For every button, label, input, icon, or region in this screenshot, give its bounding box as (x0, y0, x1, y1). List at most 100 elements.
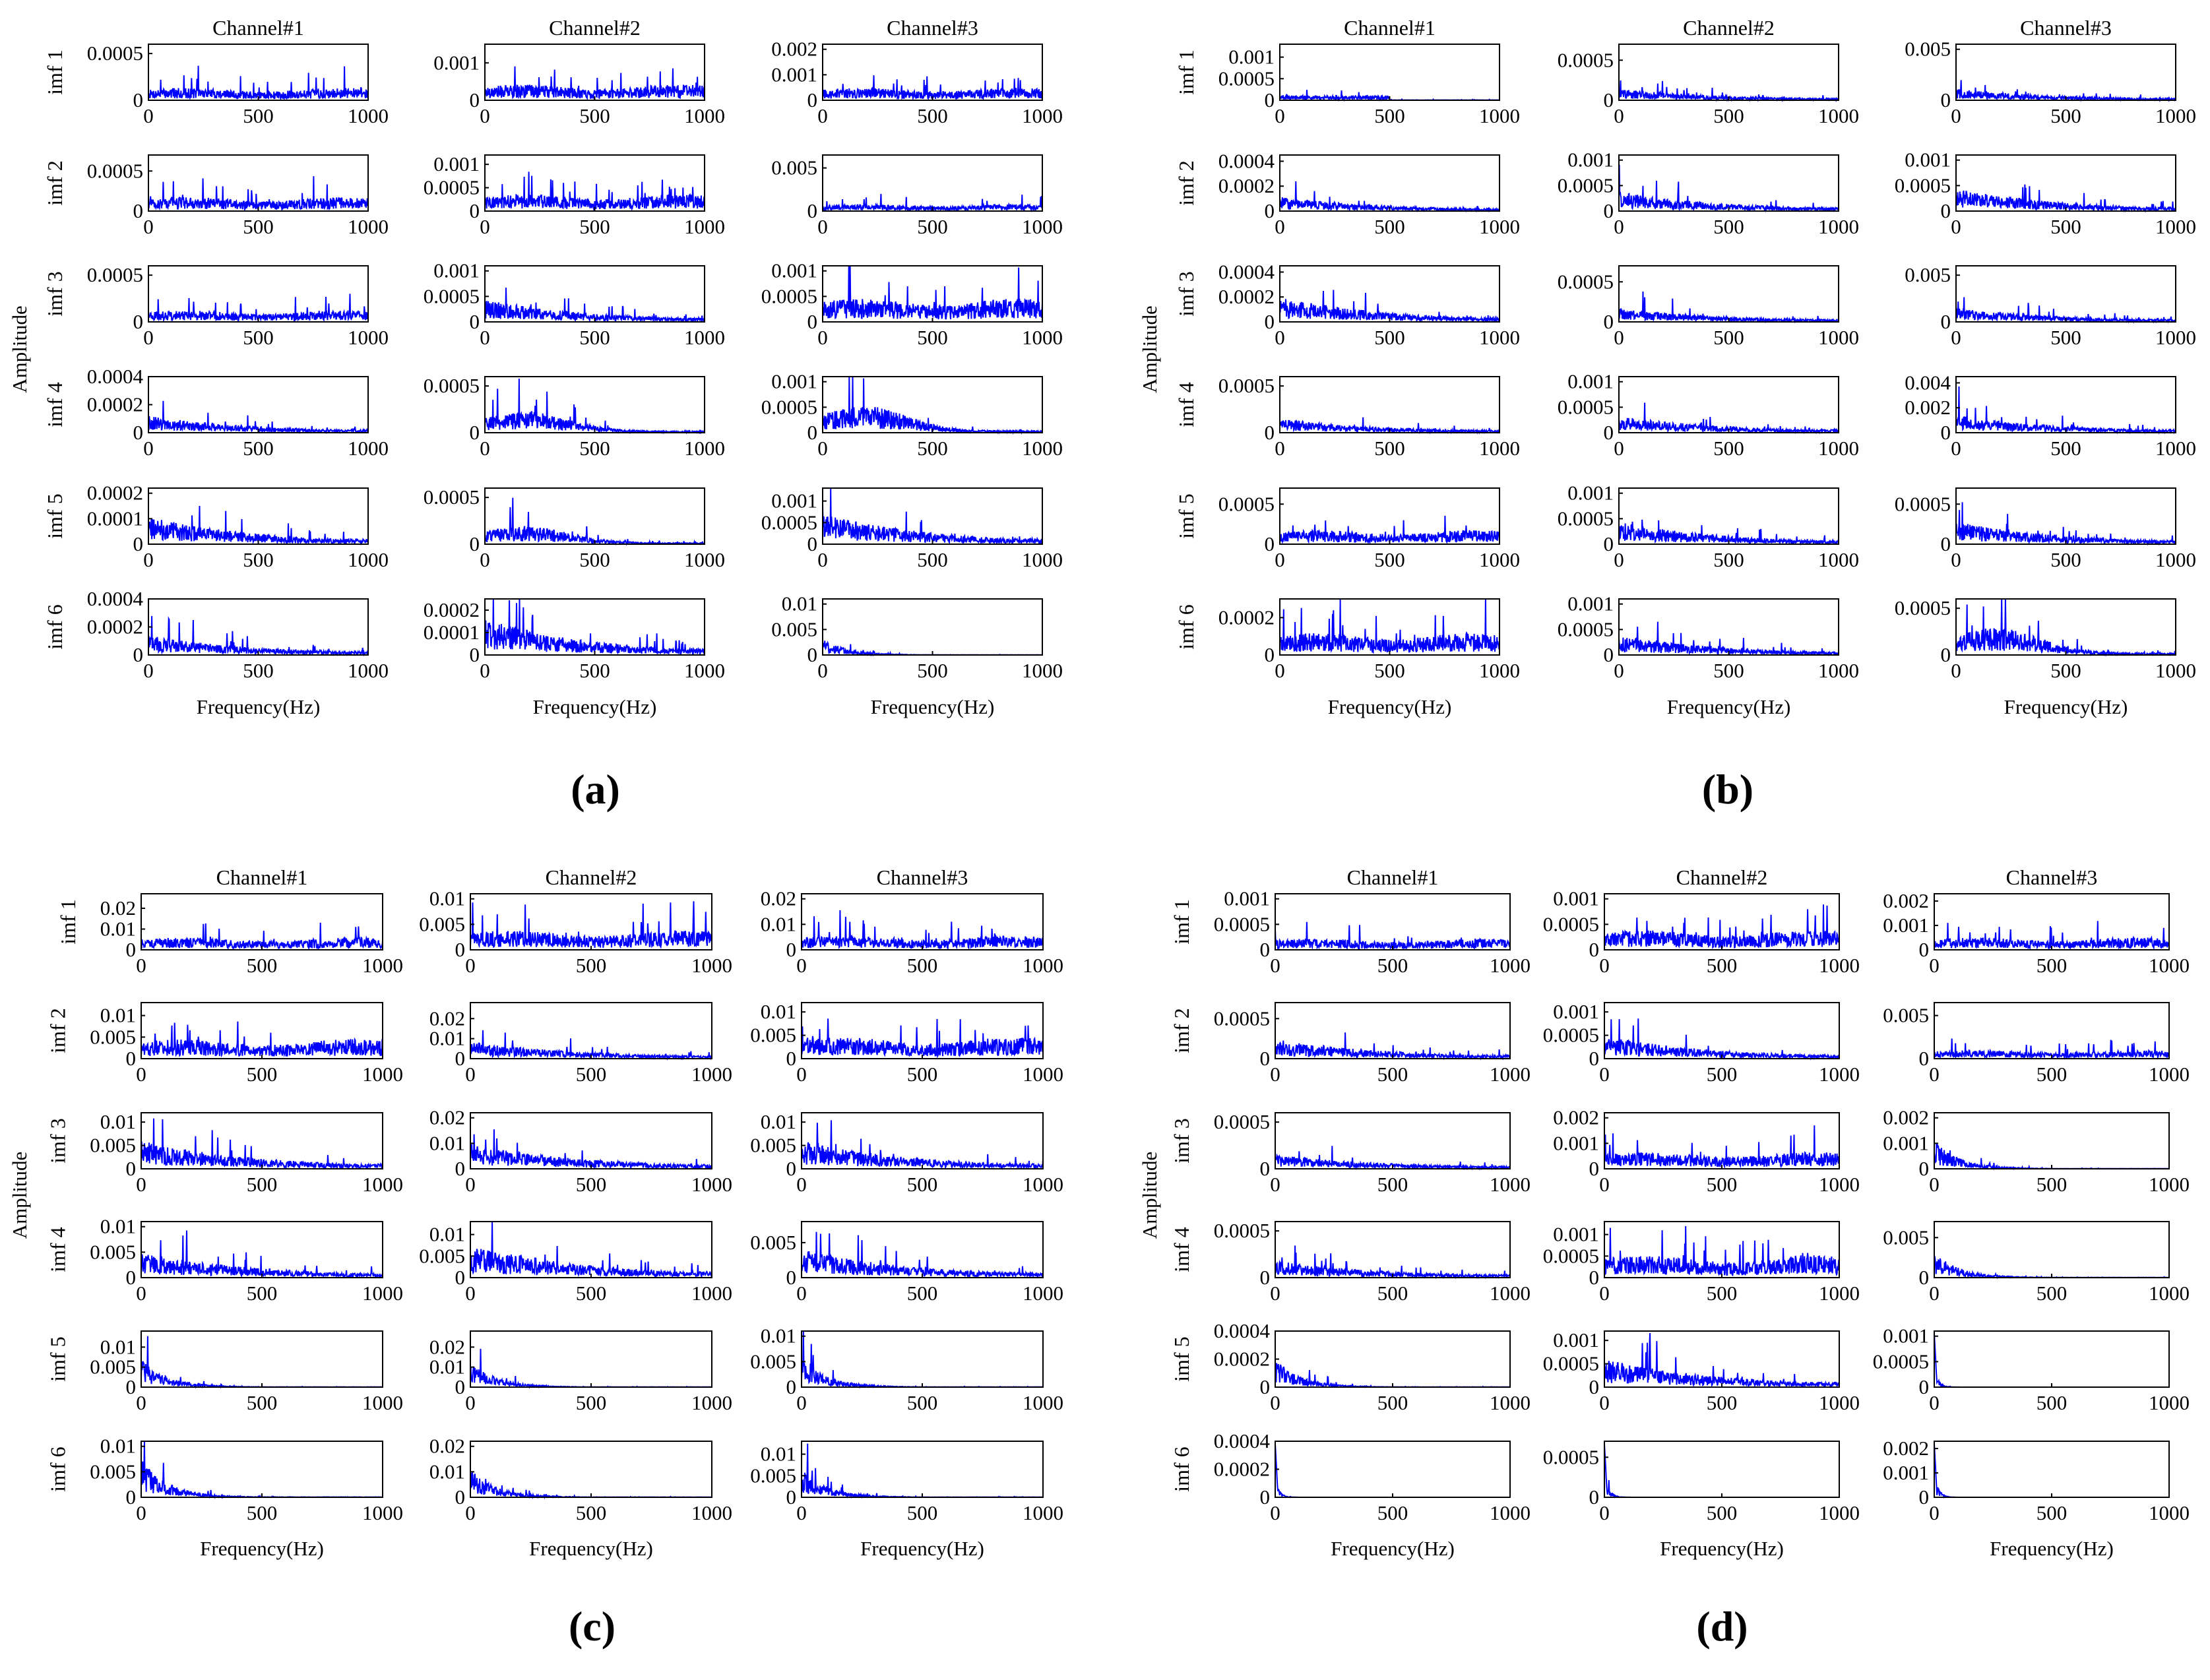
imf-row-label: imf 3 (43, 271, 67, 316)
y-tick-label: 0.01 (100, 1110, 136, 1133)
y-tick-label: 0.01 (100, 1335, 136, 1358)
y-tick-label: 0.001 (1553, 887, 1599, 910)
y-tick-label: 0 (126, 1157, 137, 1180)
spectrum-trace (148, 294, 369, 323)
x-tick-label: 0 (817, 437, 828, 460)
y-tick-label: 0.0005 (1558, 617, 1614, 640)
imf-row-label: imf 6 (46, 1447, 70, 1491)
x-tick-label: 0 (1614, 215, 1624, 238)
x-tick-label: 1000 (2155, 437, 2196, 460)
x-tick-label: 500 (1707, 1282, 1738, 1305)
y-tick-label: 0 (1604, 421, 1614, 444)
y-tick-label: 0.0004 (87, 587, 144, 610)
x-tick-label: 0 (143, 548, 154, 571)
x-axis-label: Frequency(Hz) (1331, 1537, 1455, 1560)
y-tick-label: 0.01 (761, 1110, 796, 1133)
x-tick-label: 500 (576, 1173, 607, 1196)
x-tick-label: 500 (907, 1501, 938, 1524)
y-tick-label: 0 (1604, 532, 1614, 555)
subplot: 0 500 1000 0 0.0005 (424, 374, 725, 460)
spectrum-trace (470, 1030, 712, 1061)
y-tick-label: 0 (133, 643, 144, 666)
y-tick-label: 0.0005 (424, 485, 480, 509)
subplot: 0 500 1000 0 0.0005 (1543, 1441, 1860, 1524)
y-tick-label: 0.005 (1905, 263, 1951, 286)
y-tick-label: 0 (1919, 938, 1930, 961)
spectrum-trace (148, 615, 369, 657)
x-tick-label: 0 (1951, 104, 1961, 127)
y-tick-label: 0.001 (1228, 46, 1275, 69)
y-tick-label: 0.001 (1883, 914, 1929, 937)
panel-label: (a) (571, 766, 620, 813)
x-tick-label: 1000 (1490, 954, 1531, 977)
y-tick-label: 0 (470, 310, 480, 333)
y-tick-label: 0 (470, 199, 480, 222)
x-tick-label: 0 (136, 1501, 146, 1524)
y-tick-label: 0.01 (429, 1355, 465, 1379)
y-tick-label: 0.005 (419, 912, 465, 935)
x-tick-label: 0 (1275, 326, 1285, 349)
x-tick-label: 1000 (348, 215, 389, 238)
x-tick-label: 1000 (362, 1282, 403, 1305)
y-tick-label: 0 (807, 643, 818, 666)
y-tick-label: 0.0002 (1218, 606, 1275, 629)
spectrum-trace (1279, 417, 1500, 435)
x-tick-label: 0 (1270, 1063, 1280, 1086)
x-axis-label: Frequency(Hz) (200, 1537, 324, 1560)
x-tick-label: 500 (576, 1501, 607, 1524)
y-tick-label: 0.005 (750, 1024, 796, 1047)
imf-row-label: imf 1 (43, 49, 67, 94)
y-tick-label: 0.001 (433, 152, 480, 175)
y-tick-label: 0 (786, 1266, 797, 1289)
y-tick-label: 0.001 (1567, 482, 1614, 505)
y-tick-label: 0.01 (429, 887, 465, 910)
spectrum-trace (1279, 599, 1500, 654)
channel-title: Channel#2 (1683, 16, 1775, 40)
channel-title: Channel#1 (212, 16, 304, 40)
x-tick-label: 0 (465, 1063, 476, 1086)
spectrum-trace (470, 901, 712, 949)
imf-row-label: imf 3 (46, 1118, 70, 1163)
y-tick-label: 0.0005 (87, 42, 143, 65)
channel-title: Channel#2 (549, 16, 641, 40)
y-tick-label: 0.0005 (1214, 912, 1270, 935)
x-tick-label: 1000 (1818, 659, 1859, 682)
x-tick-label: 0 (796, 1173, 807, 1196)
x-tick-label: 0 (1614, 659, 1624, 682)
x-tick-label: 0 (1275, 548, 1285, 571)
x-tick-label: 500 (1707, 1501, 1738, 1524)
imf-row-label: imf 4 (1170, 1227, 1193, 1272)
y-tick-label: 0 (807, 421, 818, 444)
subplot: 0 500 1000 0 0.0005 (424, 485, 725, 571)
y-tick-label: 0.0005 (1218, 492, 1275, 515)
subplot: 0 500 1000 0 0.005 (1905, 38, 2196, 127)
x-tick-label: 0 (1270, 954, 1280, 977)
x-tick-label: 500 (247, 1282, 278, 1305)
spectrum-trace (822, 376, 1043, 435)
x-tick-label: 1000 (1022, 659, 1063, 682)
spectrum-trace (822, 265, 1043, 320)
x-tick-label: 1000 (2149, 1173, 2190, 1196)
x-tick-label: 0 (1929, 954, 1940, 977)
spectrum-trace (484, 598, 705, 656)
y-tick-label: 0 (1260, 938, 1271, 961)
axes-box (1604, 1441, 1840, 1498)
y-tick-label: 0.0002 (1214, 1348, 1270, 1371)
x-tick-label: 0 (1951, 326, 1961, 349)
y-tick-label: 0.01 (100, 1215, 136, 1238)
x-tick-label: 0 (1599, 954, 1610, 977)
imf-row-label: imf 5 (1174, 493, 1198, 538)
x-tick-label: 1000 (1479, 548, 1520, 571)
x-tick-label: 500 (247, 954, 278, 977)
y-tick-label: 0.005 (750, 1134, 796, 1157)
subplot: 0 500 1000 0 0.005 (1883, 1221, 2190, 1305)
